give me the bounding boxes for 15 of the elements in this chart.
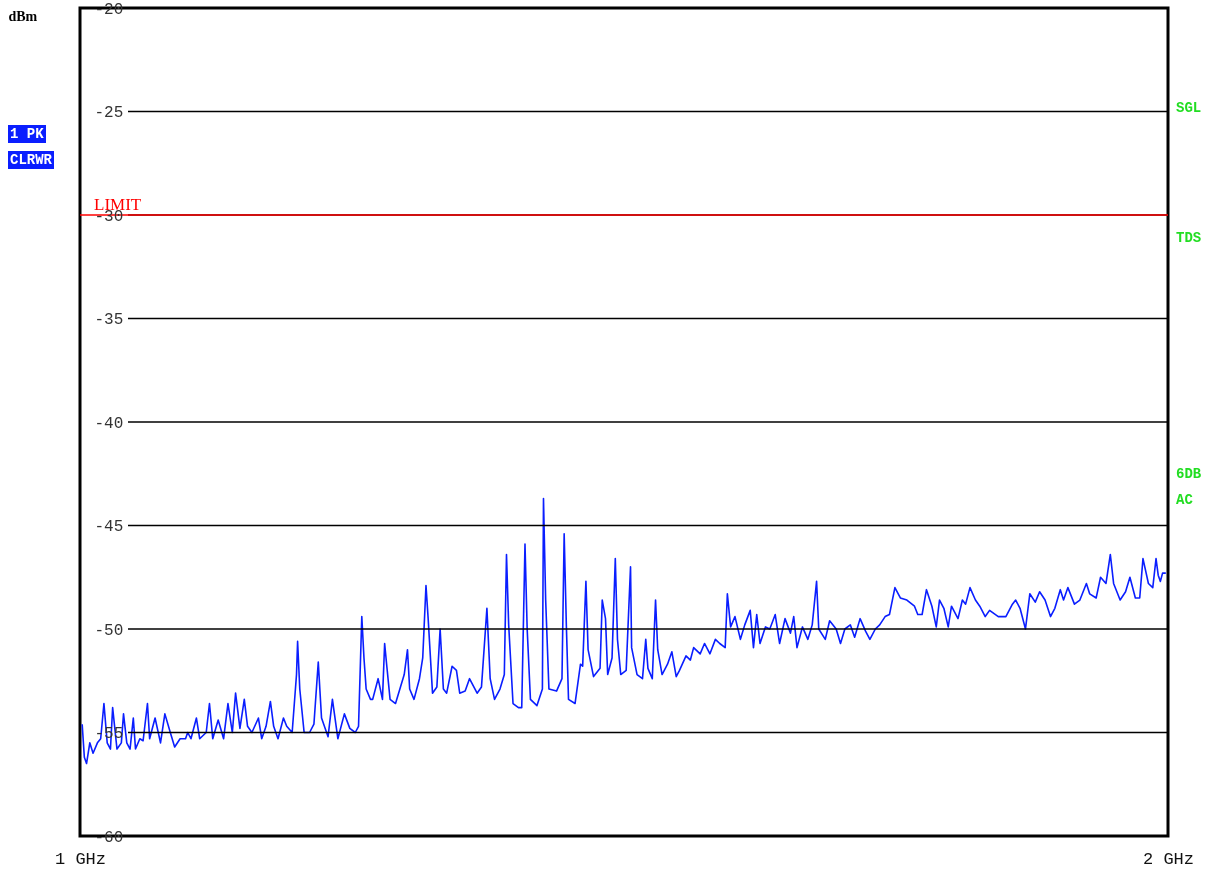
y-tick-label: -50 <box>94 621 124 640</box>
text: AC <box>1176 491 1193 509</box>
x-tick-label: 1 GHz <box>54 849 107 869</box>
text: CLRWR <box>8 151 55 169</box>
y-axis-title: dBm <box>8 8 38 24</box>
line-series <box>81 497 1167 765</box>
text: TDS <box>1176 229 1202 247</box>
y-tick-label: -25 <box>94 104 124 122</box>
y-tick-label: -35 <box>94 311 124 329</box>
y-tick-label: -40 <box>94 414 124 433</box>
text: 1 PK <box>8 125 46 143</box>
text: 6DB <box>1176 465 1202 483</box>
y-tick-label: -45 <box>94 518 124 536</box>
text: SGL <box>1176 99 1202 117</box>
x-tick-label: 2 GHz <box>1142 849 1195 869</box>
